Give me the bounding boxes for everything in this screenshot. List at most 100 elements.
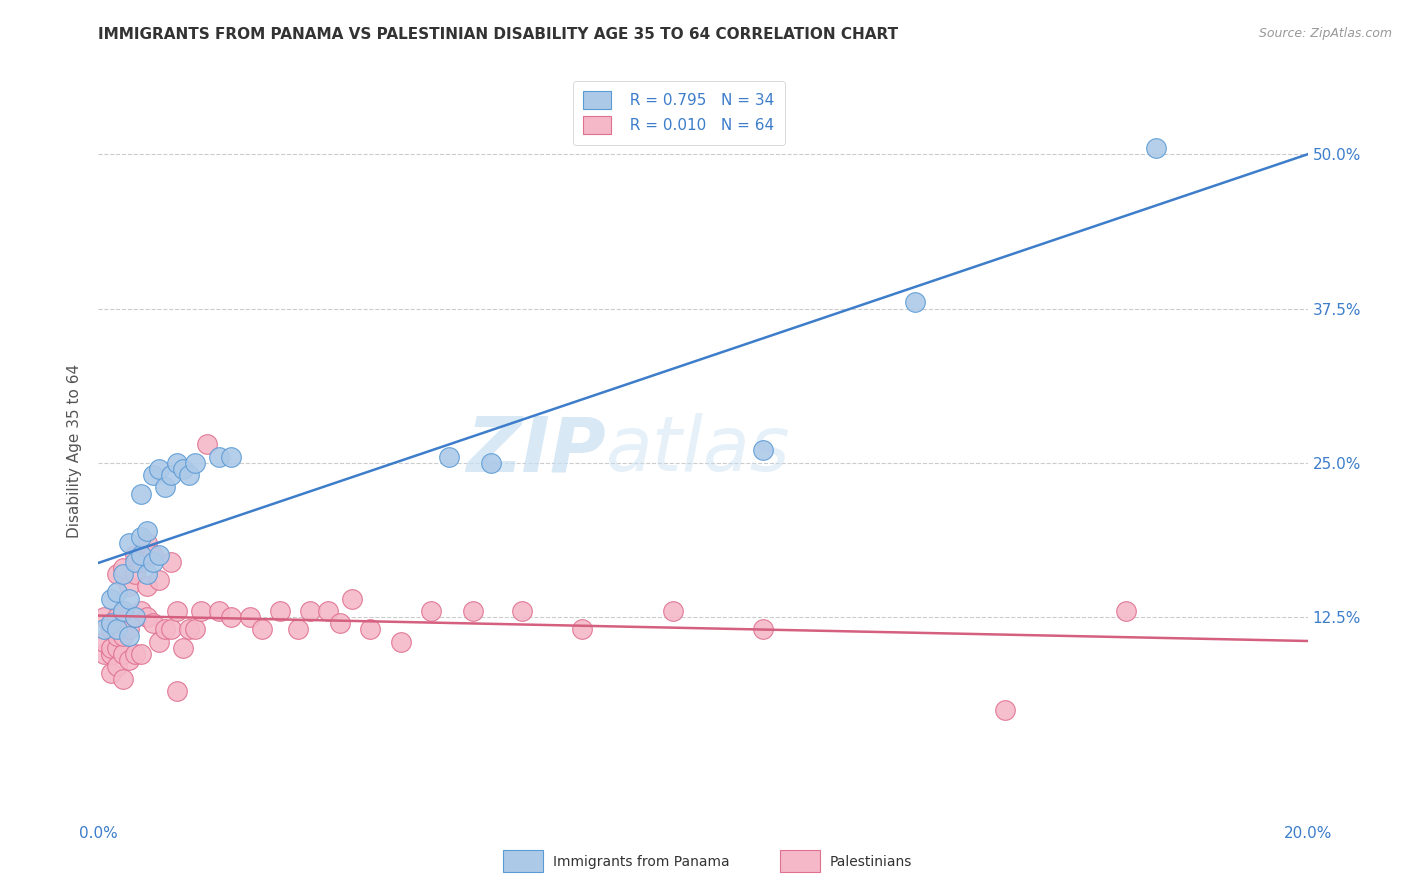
Point (179, 468, 201, 483)
Point (105, 623, 128, 637)
Text: atlas: atlas (606, 414, 790, 487)
Point (904, 295, 927, 310)
Point (160, 468, 183, 483)
Point (100, 647, 122, 661)
Point (752, 443, 775, 458)
Point (105, 629, 128, 643)
Point (100, 623, 122, 637)
Point (148, 634, 170, 648)
Point (100, 640, 122, 655)
Point (142, 554, 165, 569)
Point (135, 536, 157, 550)
Point (118, 591, 141, 606)
Text: IMMIGRANTS FROM PANAMA VS PALESTINIAN DISABILITY AGE 35 TO 64 CORRELATION CHART: IMMIGRANTS FROM PANAMA VS PALESTINIAN DI… (98, 27, 898, 42)
Point (135, 566, 157, 581)
Point (135, 610, 157, 624)
Point (463, 604, 485, 618)
Point (208, 450, 231, 464)
Point (100, 616, 122, 631)
Point (135, 579, 157, 593)
Point (129, 647, 152, 661)
Point (111, 672, 134, 686)
Point (129, 486, 152, 500)
Point (129, 530, 152, 544)
Text: Immigrants from Panama: Immigrants from Panama (553, 855, 730, 869)
Point (184, 456, 207, 470)
Point (124, 647, 146, 661)
Point (142, 468, 165, 483)
Point (118, 579, 141, 593)
Point (184, 623, 207, 637)
Point (105, 585, 128, 599)
Point (661, 604, 683, 618)
Text: Source: ZipAtlas.com: Source: ZipAtlas.com (1258, 27, 1392, 40)
Point (118, 653, 141, 667)
Point (437, 450, 460, 464)
Point (221, 450, 243, 464)
Point (148, 462, 170, 476)
Point (179, 623, 201, 637)
Point (172, 462, 194, 476)
Point (105, 566, 128, 581)
Point (118, 536, 141, 550)
Point (510, 604, 533, 618)
Point (124, 566, 146, 581)
Point (129, 554, 152, 569)
Point (124, 549, 146, 563)
Point (135, 524, 157, 538)
Point (342, 591, 364, 606)
Point (250, 623, 273, 637)
Point (239, 610, 262, 624)
Point (111, 566, 134, 581)
Point (481, 456, 503, 470)
Point (124, 610, 146, 624)
Point (124, 610, 146, 624)
Point (299, 604, 322, 618)
Point (329, 616, 352, 631)
Point (571, 623, 593, 637)
Point (420, 604, 443, 618)
Point (93, 610, 115, 624)
Point (142, 549, 165, 563)
Point (111, 604, 134, 618)
Point (166, 684, 188, 698)
Point (160, 623, 183, 637)
Point (111, 604, 134, 618)
Point (148, 549, 170, 563)
Point (148, 573, 170, 587)
Point (142, 616, 165, 631)
Point (100, 591, 122, 606)
Y-axis label: Disability Age 35 to 64: Disability Age 35 to 64 (67, 363, 83, 538)
Point (105, 610, 128, 624)
Point (111, 629, 134, 643)
Point (166, 604, 188, 618)
Point (129, 604, 152, 618)
Point (118, 629, 141, 643)
Point (111, 560, 134, 574)
Point (129, 549, 152, 563)
Point (287, 623, 309, 637)
Point (752, 623, 775, 637)
Point (93, 634, 115, 648)
Point (994, 703, 1017, 717)
Point (389, 634, 412, 648)
Point (190, 604, 212, 618)
Point (1144, 141, 1167, 155)
Point (360, 623, 382, 637)
Point (124, 554, 146, 569)
Point (172, 640, 194, 655)
Point (208, 604, 231, 618)
Point (195, 437, 218, 451)
Point (166, 456, 188, 470)
Point (118, 623, 141, 637)
Point (1115, 604, 1137, 618)
Point (100, 665, 122, 680)
Point (160, 554, 183, 569)
Point (269, 604, 291, 618)
Point (316, 604, 339, 618)
Text: ZIP: ZIP (467, 414, 606, 487)
Point (105, 659, 128, 673)
Point (153, 623, 176, 637)
Text: Palestinians: Palestinians (830, 855, 912, 869)
Point (93, 623, 115, 637)
